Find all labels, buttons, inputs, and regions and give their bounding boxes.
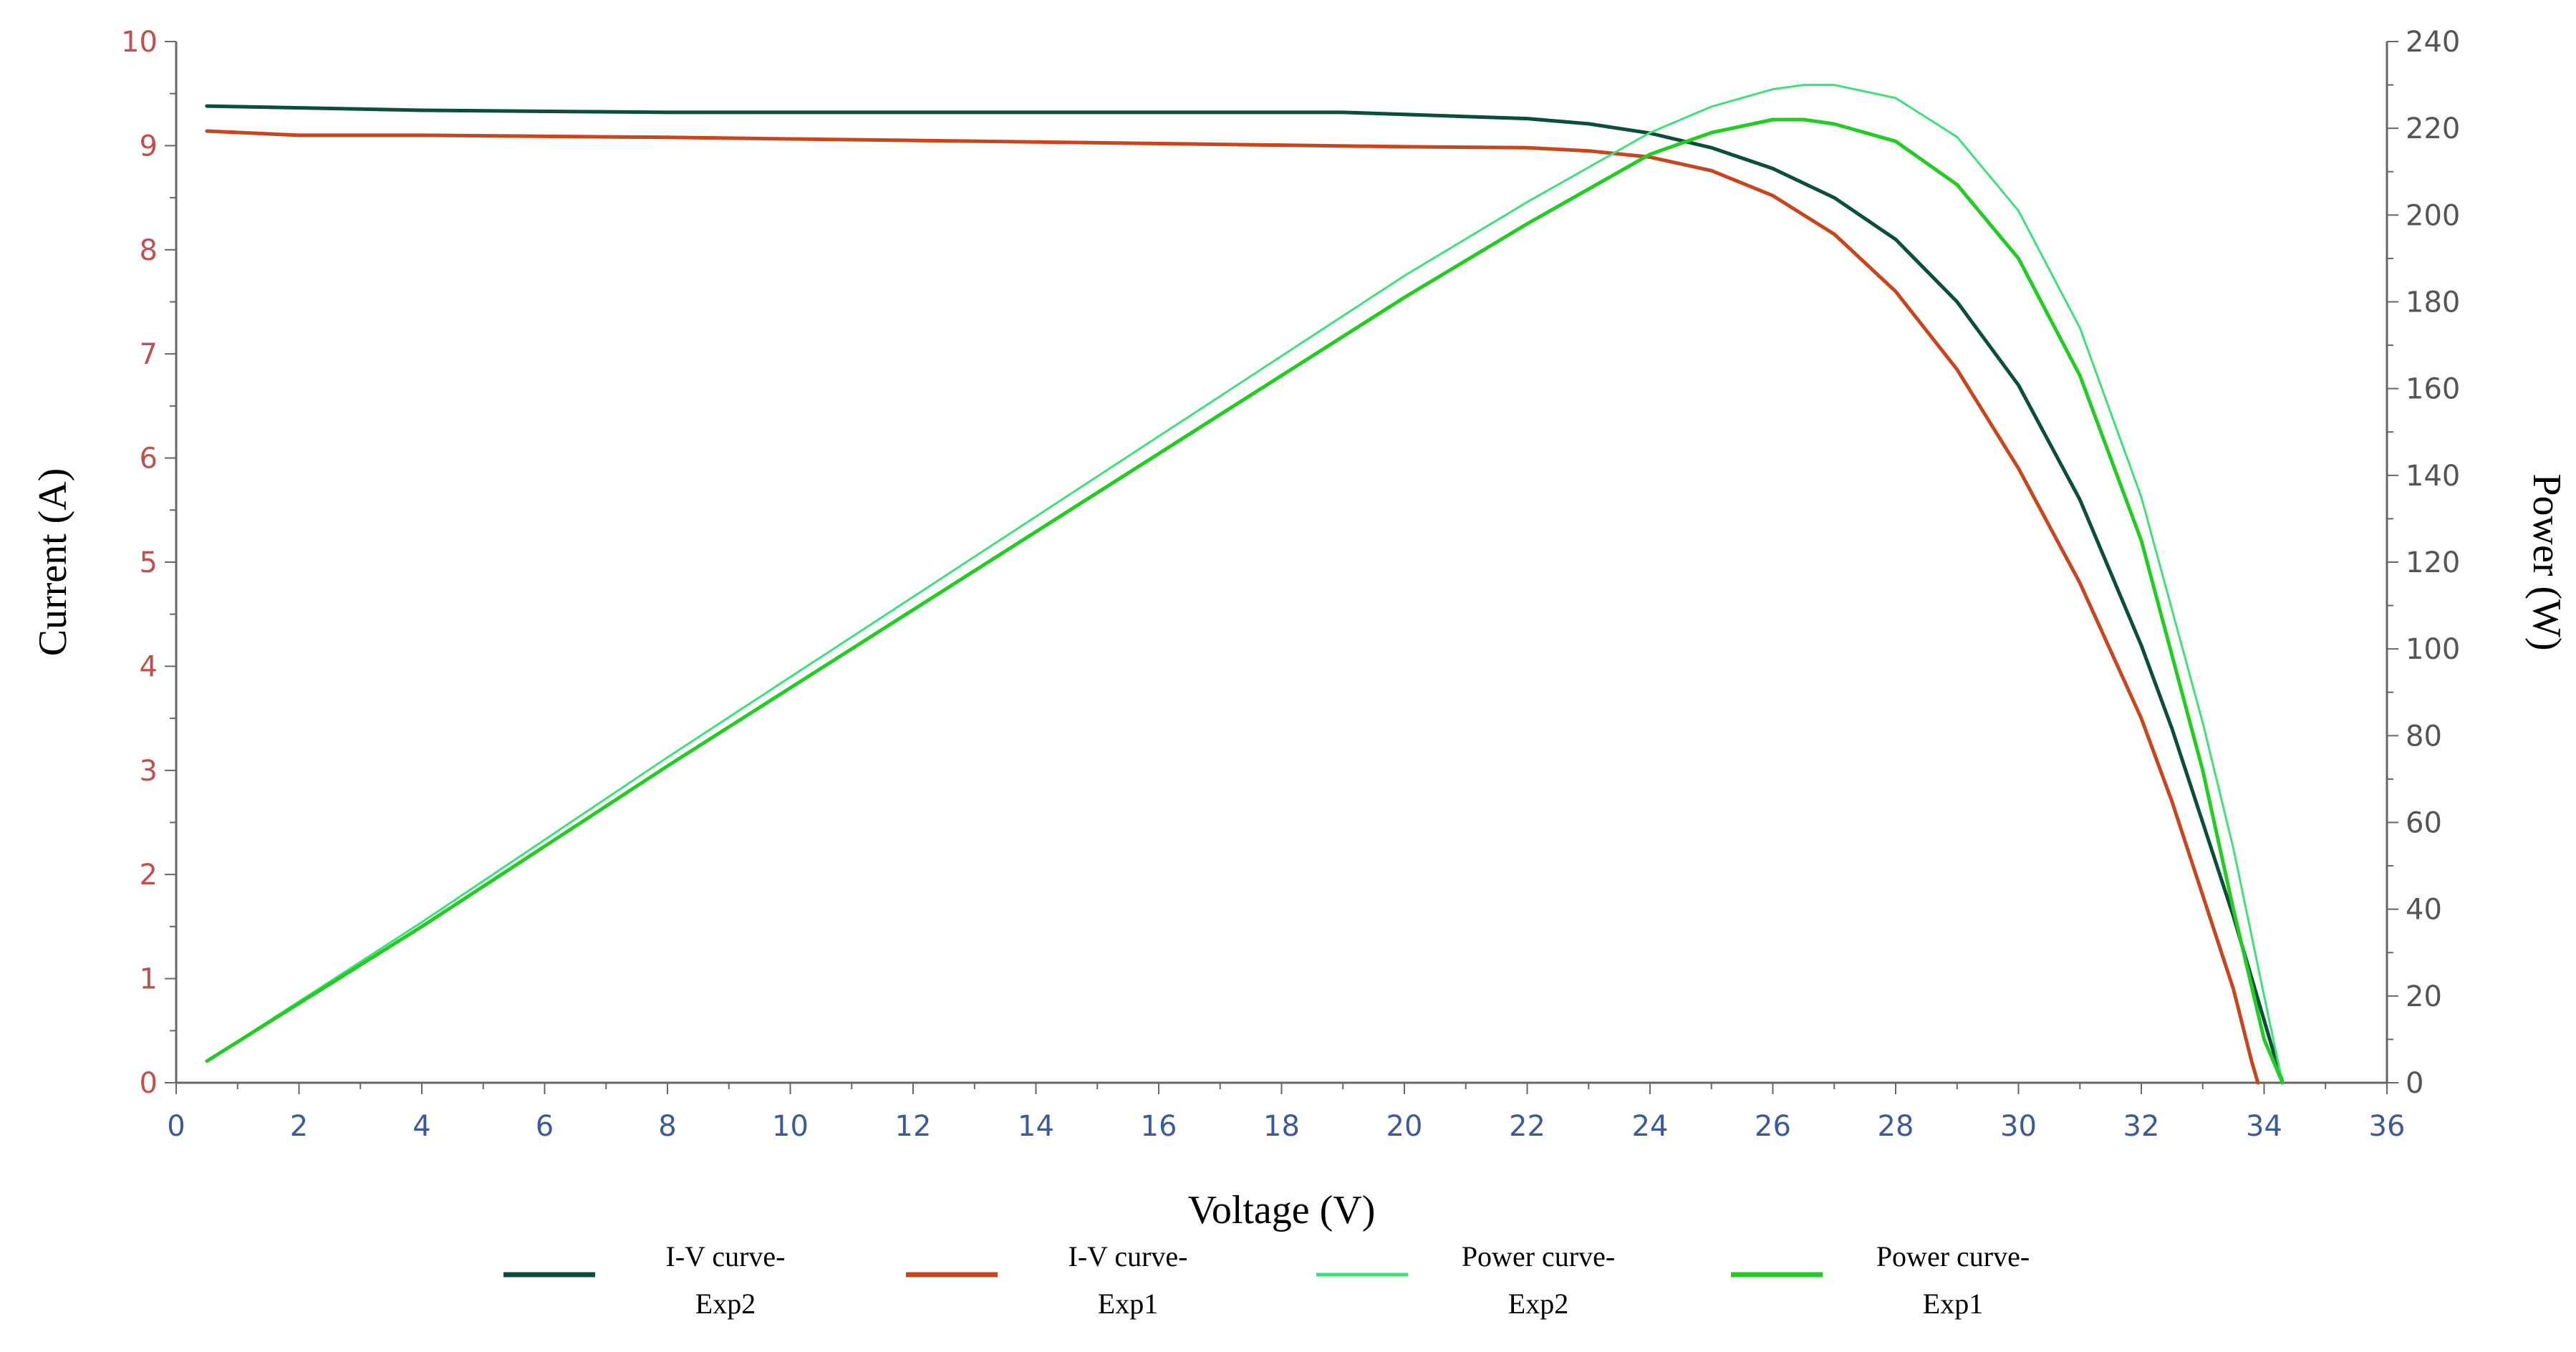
x-tick-label: 2 <box>290 1110 308 1143</box>
y-right-tick-label: 220 <box>2406 112 2460 145</box>
legend-label-2: I-V curve- <box>1068 1240 1188 1273</box>
legend-label-3: Power curve- <box>1462 1240 1615 1273</box>
y-right-tick-label: 180 <box>2406 286 2460 319</box>
y-left-tick-label: 2 <box>140 859 158 892</box>
legend-label-2-line2: Exp1 <box>1098 1288 1158 1320</box>
x-tick-label: 30 <box>2000 1110 2037 1143</box>
series-line-2 <box>205 129 2260 1085</box>
x-tick-label: 6 <box>536 1110 554 1143</box>
y-right-tick-label: 100 <box>2406 633 2460 666</box>
x-tick-label: 26 <box>1755 1110 1791 1143</box>
x-tick-label: 16 <box>1141 1110 1177 1143</box>
y-left-tick-label: 3 <box>140 755 158 788</box>
legend-label-4-line2: Exp1 <box>1923 1288 1983 1320</box>
x-tick-label: 12 <box>895 1110 932 1143</box>
x-tick-label: 20 <box>1386 1110 1423 1143</box>
y-right-tick-label: 40 <box>2406 894 2442 927</box>
y-right-tick-label: 0 <box>2406 1067 2423 1100</box>
x-tick-label: 32 <box>2123 1110 2160 1143</box>
y-left-tick-label: 6 <box>140 443 158 475</box>
y-left-tick-label: 7 <box>140 338 158 371</box>
y-left-tick-label: 9 <box>140 130 158 163</box>
y-right-tick-label: 160 <box>2406 373 2460 406</box>
y-right-tick-label: 240 <box>2406 26 2460 59</box>
x-tick-label: 4 <box>413 1110 430 1143</box>
x-tick-label: 18 <box>1263 1110 1300 1143</box>
y-left-tick-label: 8 <box>140 234 158 267</box>
legend-label-1: I-V curve- <box>666 1240 786 1273</box>
legend-label-1-line2: Exp2 <box>695 1288 756 1320</box>
y-right-tick-label: 60 <box>2406 807 2442 840</box>
x-tick-label: 28 <box>1878 1110 1914 1143</box>
series-line-3 <box>206 84 2284 1084</box>
x-tick-label: 24 <box>1632 1110 1669 1143</box>
plot-area <box>205 84 2285 1085</box>
legend-label-3-line2: Exp2 <box>1508 1288 1568 1320</box>
x-tick-label: 36 <box>2369 1110 2406 1143</box>
x-tick-label: 14 <box>1018 1110 1054 1143</box>
x-tick-label: 22 <box>1509 1110 1545 1143</box>
y-right-tick-label: 80 <box>2406 720 2442 753</box>
x-axis-title: Voltage (V) <box>1188 1188 1376 1232</box>
y-right-tick-label: 140 <box>2406 460 2460 493</box>
series-line-1 <box>205 104 2285 1085</box>
x-tick-label: 10 <box>772 1110 809 1143</box>
y-right-axis-title: Power (W) <box>2524 473 2569 650</box>
y-right-tick-label: 200 <box>2406 199 2460 232</box>
y-right-tick-label: 120 <box>2406 546 2460 579</box>
axes: 0 2 4 6 8 10 12 14 16 18 20 22 24 26 28 30 32 34 360123456… <box>31 26 2569 1232</box>
y-right-tick-label: 20 <box>2406 980 2442 1013</box>
x-tick-label: 0 <box>167 1110 185 1143</box>
legend: I-V curve- Exp2 I-V curve- Exp1 Power curve-… <box>503 1240 2030 1320</box>
y-left-tick-label: 1 <box>140 963 158 996</box>
y-left-tick-label: 0 <box>140 1067 158 1100</box>
x-tick-label: 8 <box>658 1110 676 1143</box>
legend-label-4: Power curve- <box>1876 1240 2030 1273</box>
x-tick-label: 34 <box>2246 1110 2282 1143</box>
y-left-tick-label: 10 <box>121 26 158 59</box>
series-line-4 <box>205 117 2285 1085</box>
y-left-tick-label: 4 <box>140 650 158 683</box>
y-left-axis-title: Current (A) <box>31 468 75 657</box>
y-left-tick-label: 5 <box>140 546 158 579</box>
